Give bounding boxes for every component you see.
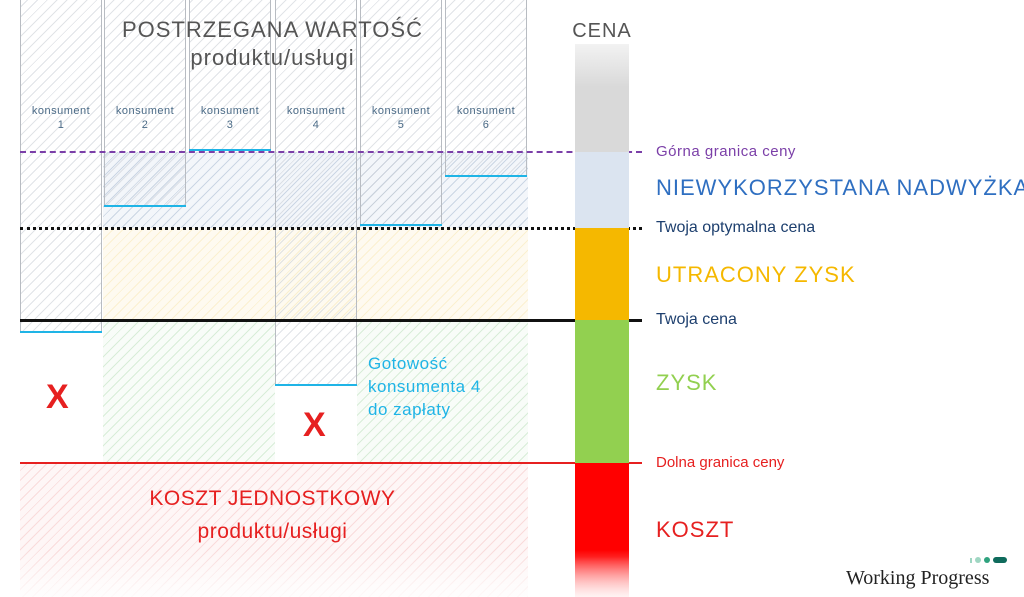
consumer-label-2: konsument 2: [115, 105, 175, 131]
consumer-label-4: konsument 4: [286, 105, 346, 131]
lost-profit-label: UTRACONY ZYSK: [656, 262, 856, 287]
profit-band-right: [357, 320, 528, 463]
reject-mark-consumer-1: X: [46, 378, 69, 416]
consumer-column-6: [445, 0, 527, 177]
consumer-label-6: konsument 6: [456, 105, 516, 131]
reject-mark-consumer-4: X: [303, 406, 326, 444]
price-bar-profit: [575, 320, 629, 463]
diagram-title: POSTRZEGANA WARTOŚĆ produktu/usługi: [110, 16, 435, 72]
consumer-label-5: konsument 5: [371, 105, 431, 131]
wtp-line-2: [104, 205, 186, 207]
upper-bound-line: [20, 151, 642, 153]
consumer-4-annotation: Gotowość konsumenta 4 do zapłaty: [368, 354, 481, 419]
diagram-title-line1: POSTRZEGANA WARTOŚĆ: [122, 17, 423, 42]
wtp-line-3: [189, 149, 271, 151]
wtp-line-5: [360, 224, 442, 226]
brand-name: Working Progress: [846, 567, 990, 589]
consumer-label-1: konsument 1: [31, 105, 91, 131]
consumer-column-1: [20, 0, 102, 333]
brand-logo: Working Progress: [840, 556, 1015, 589]
upper-bound-label: Górna granica ceny: [656, 143, 796, 160]
unused-surplus-label: NIEWYKORZYSTANA NADWYŻKA: [656, 175, 1024, 200]
your-price-label: Twoja cena: [656, 311, 737, 328]
consumer-column-5: [360, 0, 442, 226]
your-price-line: [20, 319, 642, 322]
price-bar-gray: [575, 44, 629, 152]
price-bar-lost-profit: [575, 228, 629, 320]
price-bar-title: CENA: [572, 20, 632, 42]
bottom-fade: [0, 550, 1024, 597]
lower-bound-line: [20, 462, 642, 464]
optimal-price-line: [20, 227, 642, 230]
unit-cost-label: KOSZT JEDNOSTKOWY produktu/usługi: [149, 487, 396, 543]
wtp-line-6: [445, 175, 527, 177]
price-bar-unused-surplus: [575, 152, 629, 228]
diagram-title-line2: produktu/usługi: [190, 45, 355, 70]
lower-bound-label: Dolna granica ceny: [656, 454, 785, 471]
wtp-line-1: [20, 331, 102, 333]
consumer-column-3: [189, 0, 271, 151]
wtp-line-4: [275, 384, 357, 386]
cost-label: KOSZT: [656, 517, 735, 542]
profit-band-left: [103, 320, 275, 463]
optimal-price-label: Twoja optymalna cena: [656, 219, 816, 236]
consumer-label-3: konsument 3: [200, 105, 260, 131]
consumer-column-2: [104, 0, 186, 207]
profit-label: ZYSK: [656, 370, 718, 395]
brand-logo-mark: [970, 556, 1010, 564]
